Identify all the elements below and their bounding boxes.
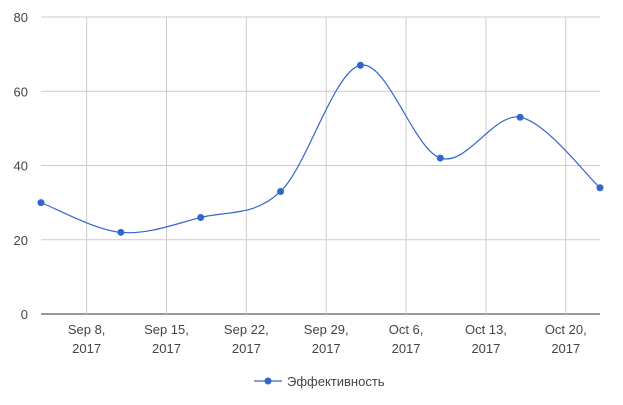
x-tick-label: Oct 20, 2017 [545, 322, 587, 356]
y-tick-label: 80 [14, 10, 28, 25]
legend-item: Эффективность [254, 374, 385, 389]
x-tick-label: Sep 29, 2017 [304, 322, 349, 356]
data-point [596, 184, 604, 192]
data-point [197, 213, 205, 221]
y-tick-label: 40 [14, 159, 28, 174]
y-tick-label: 0 [21, 307, 28, 322]
data-point [356, 61, 364, 69]
y-tick-label: 60 [14, 84, 28, 99]
data-point [516, 113, 524, 121]
grid [41, 16, 600, 315]
x-tick-label: Sep 15, 2017 [144, 322, 189, 356]
y-tick-label: 20 [14, 233, 28, 248]
x-tick-label: Sep 22, 2017 [224, 322, 269, 356]
x-tick-label: Sep 8, 2017 [68, 322, 106, 356]
data-point [117, 228, 125, 236]
data-point [436, 154, 444, 162]
data-point [37, 199, 45, 207]
data-point [277, 187, 285, 195]
legend-label: Эффективность [287, 374, 385, 389]
legend-marker [264, 377, 272, 385]
x-tick-label: Oct 13, 2017 [465, 322, 507, 356]
x-tick-label: Oct 6, 2017 [389, 322, 424, 356]
series-line [40, 64, 601, 234]
